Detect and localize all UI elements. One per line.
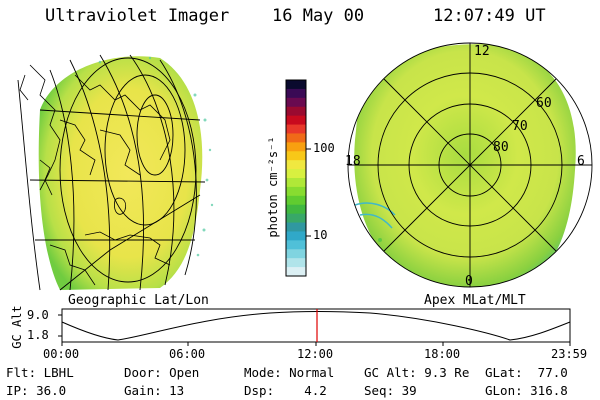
date-label: 16 May 00 xyxy=(272,6,365,26)
mlt-label-bottom: 0 xyxy=(465,274,473,289)
timeline-axis-label: GC Alt xyxy=(10,305,24,349)
geographic-globe xyxy=(17,54,214,291)
colorbar-segment xyxy=(286,213,306,224)
colorbar-segment xyxy=(286,186,306,197)
colorbar-segment xyxy=(286,222,306,233)
info-seq: Seq: 39 xyxy=(364,383,417,398)
info-ip: IP: 36.0 xyxy=(6,383,67,398)
colorbar-frame xyxy=(285,79,307,277)
instrument-title: Ultraviolet Imager xyxy=(45,6,230,26)
dot-speckle-1 xyxy=(378,238,382,242)
coastlines xyxy=(19,64,171,286)
altitude-curve xyxy=(61,311,571,341)
info-glat: GLat: 77.0 xyxy=(485,365,568,380)
polar-grid xyxy=(347,42,593,288)
colorbar-segment xyxy=(286,267,306,277)
colorbar-segment xyxy=(286,80,306,90)
colorbar-segment xyxy=(286,258,306,268)
colorbar xyxy=(286,80,306,277)
info-mode: Mode: Normal xyxy=(244,365,335,380)
colorbar-segment xyxy=(286,169,306,179)
mlat-label-60: 60 xyxy=(536,96,552,111)
info-flt: Flt: LBHL xyxy=(6,365,74,380)
colorbar-segment xyxy=(286,231,306,241)
colorbar-segment xyxy=(286,142,306,152)
mlat-label-70: 70 xyxy=(512,119,528,134)
timeline-xtick-0: 00:00 xyxy=(43,347,80,361)
arc-speckle-right xyxy=(354,202,396,229)
time-label: 12:07:49 UT xyxy=(433,6,546,26)
colorbar-label-10: 10 xyxy=(313,228,328,242)
terminator-line xyxy=(59,194,201,291)
noise-speckle-left xyxy=(98,56,214,257)
left-panel-caption: Geographic Lat/Lon xyxy=(68,293,209,308)
info-glon: GLon: 316.8 xyxy=(485,383,568,398)
timeline-ytick-high: 9.0 xyxy=(27,308,49,322)
colorbar-segment xyxy=(286,195,306,206)
info-gain: Gain: 13 xyxy=(124,383,185,398)
timeline-xtick-2: 12:00 xyxy=(297,347,334,361)
auroral-emission-left xyxy=(38,56,203,291)
colorbar-segment xyxy=(286,240,306,250)
colorbar-segment xyxy=(286,97,306,108)
mlat-label-80: 80 xyxy=(493,140,509,155)
colorbar-segment xyxy=(286,115,306,126)
info-dsp: Dsp: 4.2 xyxy=(244,383,327,398)
timeline-ytick-low: 1.8 xyxy=(27,328,49,342)
altitude-timeline xyxy=(58,308,571,346)
colorbar-unit-label: photon cm⁻²s⁻¹ xyxy=(266,136,280,238)
colorbar-segment xyxy=(286,178,306,188)
right-panel-caption: Apex MLat/MLT xyxy=(424,293,526,308)
info-door: Door: Open xyxy=(124,365,200,380)
colorbar-segment xyxy=(286,151,306,161)
mlt-label-top: 12 xyxy=(474,44,490,59)
colorbar-segment xyxy=(286,133,306,143)
timeline-xtick-3: 18:00 xyxy=(424,347,461,361)
lat-lon-grid xyxy=(17,54,206,291)
timeline-frame xyxy=(61,308,571,343)
colorbar-segment xyxy=(286,160,306,170)
colorbar-segment xyxy=(286,249,306,259)
auroral-emission-right xyxy=(354,44,576,287)
timeline-ticks xyxy=(58,314,571,346)
apex-polar-plot xyxy=(347,42,593,288)
info-gc-alt: GC Alt: 9.3 Re xyxy=(364,365,470,380)
timeline-xtick-4: 23:59 xyxy=(551,347,588,361)
colorbar-label-100: 100 xyxy=(313,141,335,155)
timeline-xtick-1: 06:00 xyxy=(169,347,206,361)
colorbar-segment xyxy=(286,106,306,117)
colorbar-segment xyxy=(286,204,306,215)
colorbar-segment xyxy=(286,88,306,99)
colorbar-segment xyxy=(286,124,306,135)
mlt-label-left: 18 xyxy=(345,154,361,169)
mlt-label-right: 6 xyxy=(577,154,585,169)
